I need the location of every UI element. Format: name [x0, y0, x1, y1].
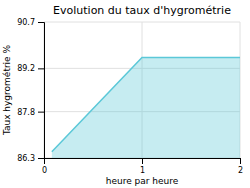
tick: 89.2	[17, 64, 44, 73]
y-axis-title: Taux hygrométrie %	[2, 44, 12, 136]
tick-label: 90.7	[17, 18, 35, 27]
tick: 1	[140, 158, 145, 175]
y-axis: 86.3 87.8 89.2 90.7	[17, 18, 44, 163]
tick-mark	[38, 112, 44, 113]
tick-mark	[38, 158, 44, 159]
tick-mark	[38, 68, 44, 69]
area	[52, 58, 240, 158]
axis-line	[45, 159, 241, 165]
tick-mark	[38, 22, 44, 23]
tick-label: 2	[238, 166, 243, 175]
tick: 0	[42, 158, 47, 175]
tick: 86.3	[17, 154, 44, 163]
grid	[44, 22, 240, 158]
x-axis: 0 1 2	[42, 158, 243, 175]
tick-mark	[240, 158, 241, 164]
line	[52, 58, 240, 152]
chart: 0 1 2 86.3 87.8 89.2 90.7 Evolution du taux d'h…	[0, 0, 250, 188]
tick-label: 87.8	[17, 108, 35, 117]
title: Evolution du taux d'hygrométrie	[53, 4, 231, 17]
tick: 2	[238, 158, 243, 175]
tick-label: 86.3	[17, 154, 35, 163]
tick: 87.8	[17, 108, 44, 117]
axis-line	[38, 23, 45, 159]
x-axis-title: heure par heure	[106, 176, 179, 186]
marks	[52, 58, 240, 158]
tick-label: 89.2	[17, 64, 35, 73]
tick-label: 1	[140, 166, 145, 175]
tick: 90.7	[17, 18, 44, 27]
plot: 0 1 2 86.3 87.8 89.2 90.7	[17, 18, 243, 175]
tick-label: 0	[42, 166, 47, 175]
tick-mark	[142, 158, 143, 164]
